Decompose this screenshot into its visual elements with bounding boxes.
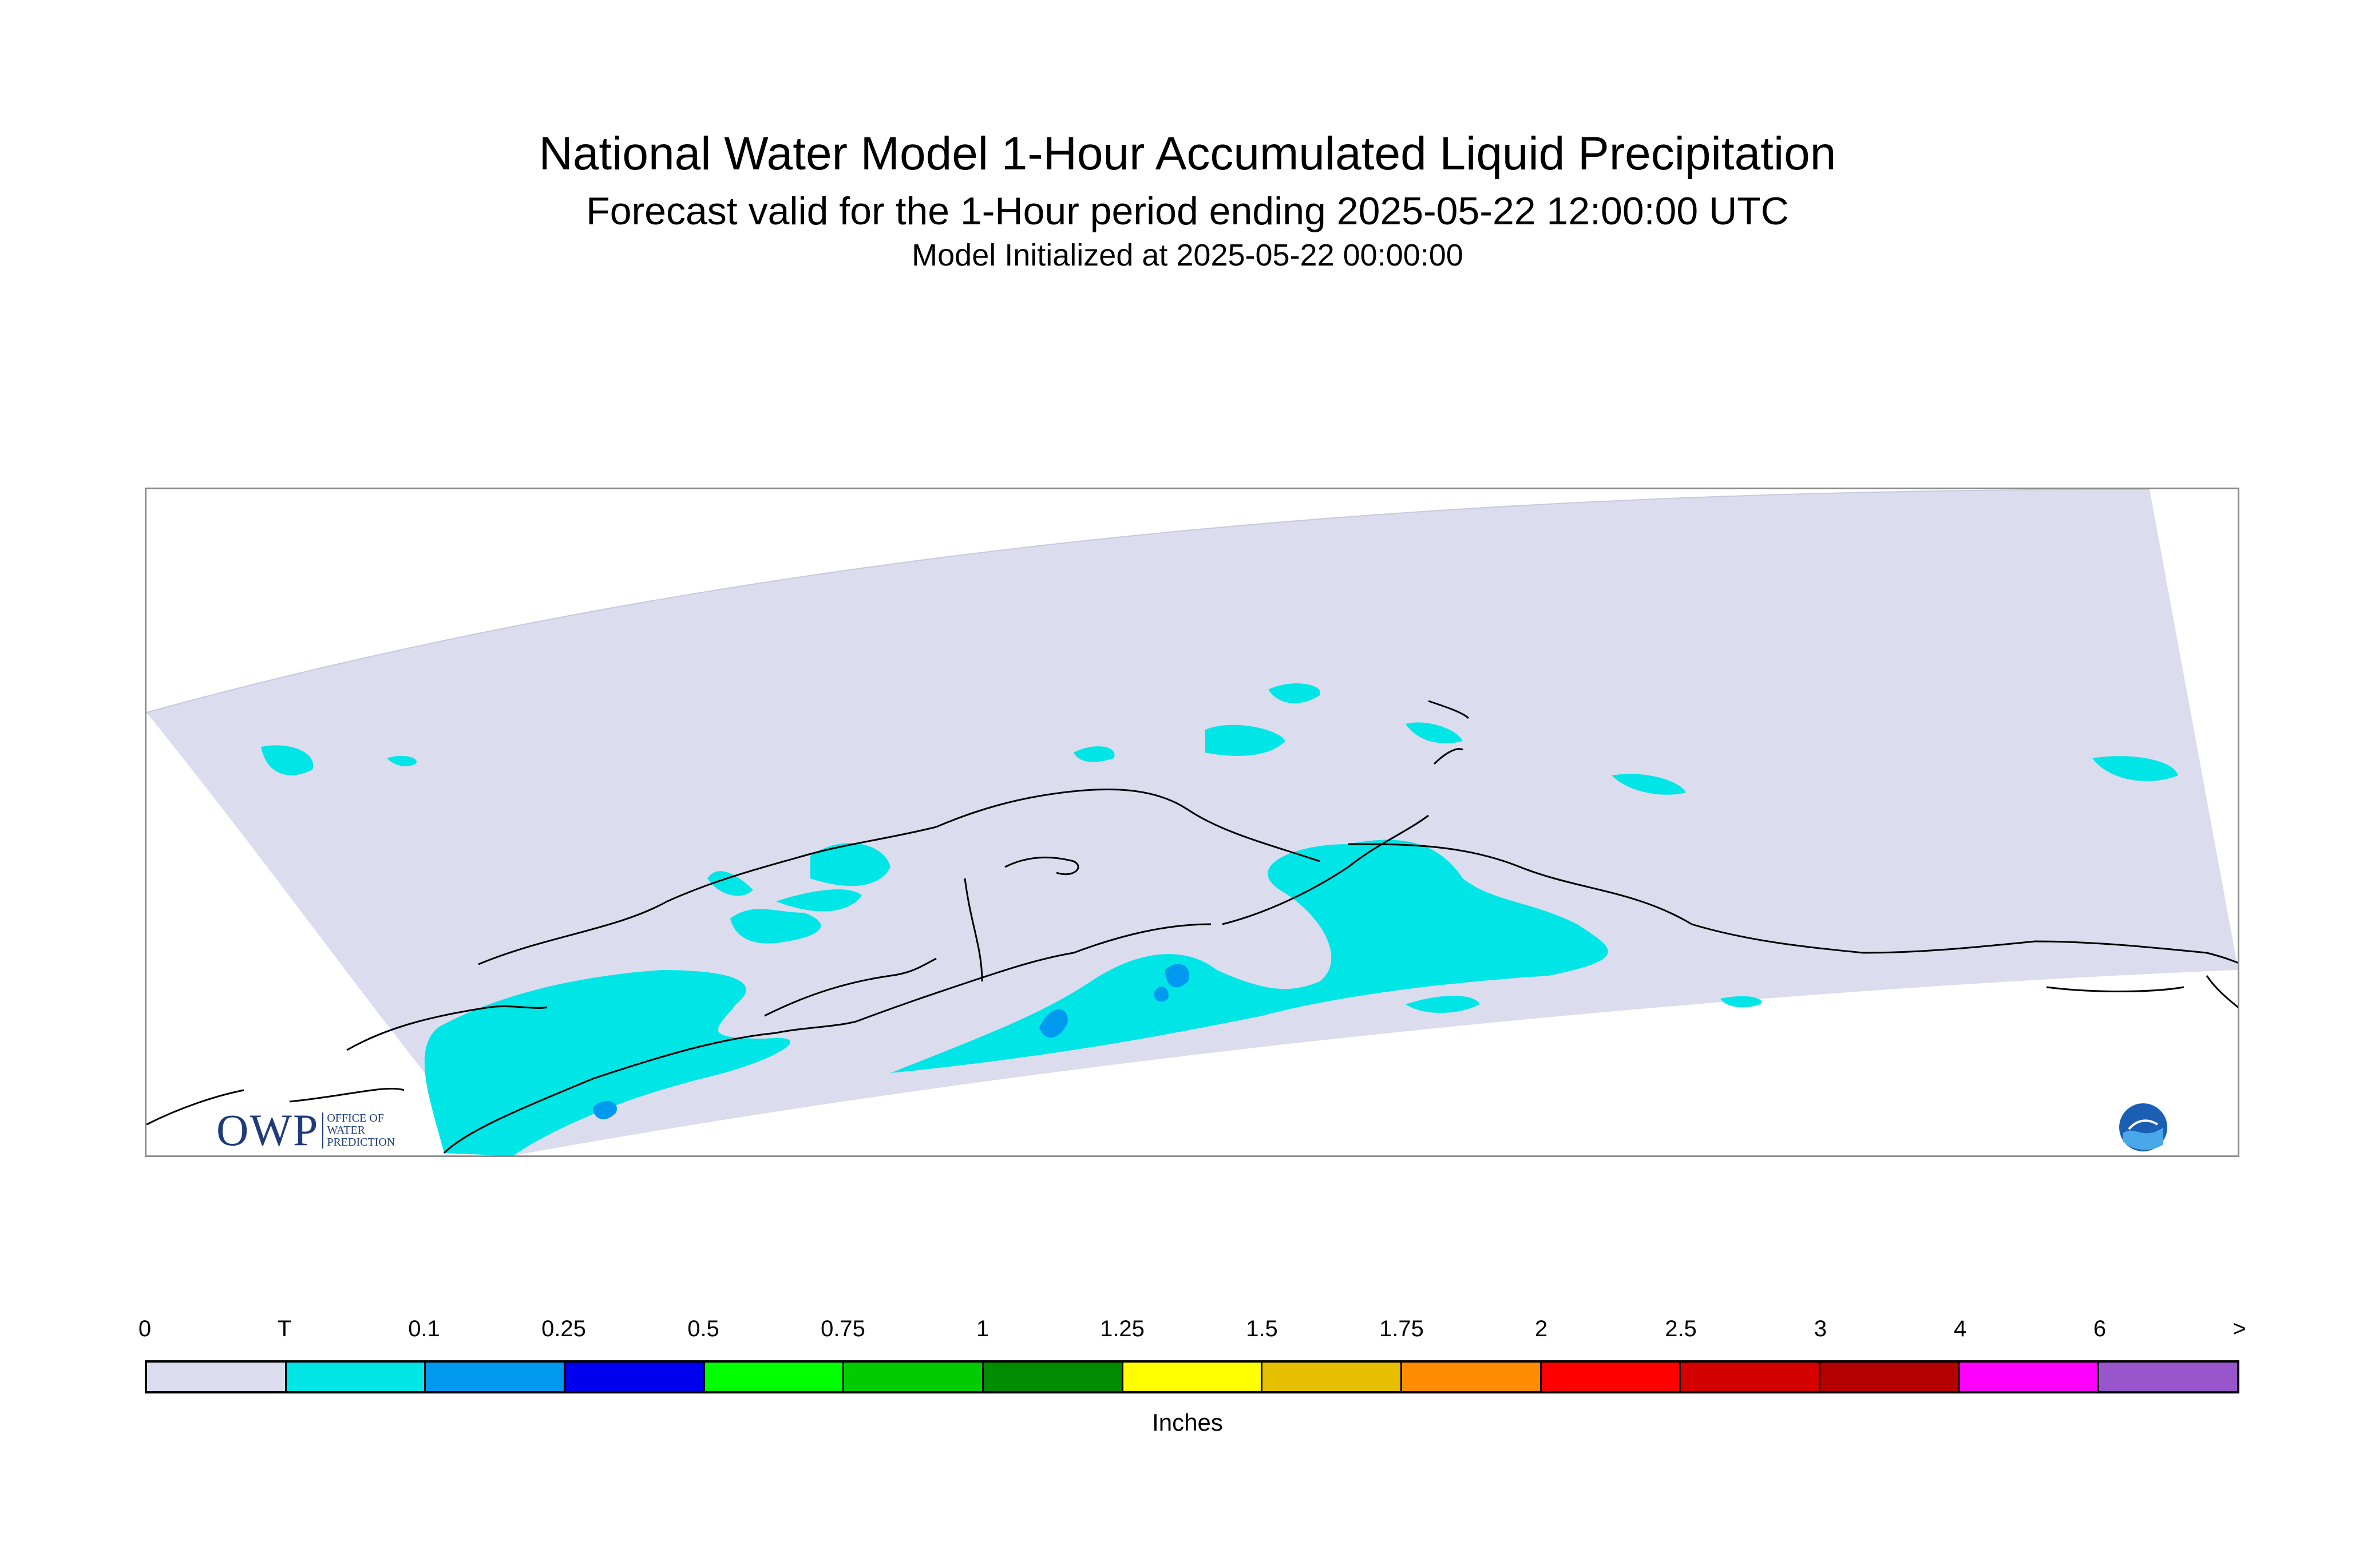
legend-tick-label: 1.25 xyxy=(1100,1316,1145,1341)
domain-outline xyxy=(147,489,2150,713)
legend-tick-label: 0.1 xyxy=(408,1316,440,1341)
noaa-logo-icon xyxy=(2119,1103,2167,1151)
precipitation-map xyxy=(145,488,2239,1157)
owp-logo-text: OWP xyxy=(216,1105,319,1155)
legend-swatch-5 xyxy=(844,1363,984,1391)
legend-tick-label: 1.5 xyxy=(1246,1316,1278,1341)
legend-swatch-14 xyxy=(2099,1363,2238,1391)
legend-tick-label: 2.5 xyxy=(1665,1316,1697,1341)
legend-swatch-10 xyxy=(1541,1363,1681,1391)
coastlines xyxy=(147,700,2238,1154)
legend-tick-label: 1.75 xyxy=(1379,1316,1424,1341)
legend-tick-label: 0.75 xyxy=(821,1316,865,1341)
legend-swatch-4 xyxy=(704,1363,845,1391)
precipitation-legend xyxy=(145,1360,2239,1393)
map-canvas xyxy=(147,489,2238,1155)
legend-swatch-12 xyxy=(1820,1363,1960,1391)
legend-swatch-9 xyxy=(1402,1363,1542,1391)
model-init-label: Model Initialized at 2025-05-22 00:00:00 xyxy=(912,238,1463,272)
owp-logo: OWP OFFICE OF WATER PREDICTION xyxy=(216,1104,395,1156)
legend-tick-label: T xyxy=(277,1316,292,1341)
legend-tick-label: 2 xyxy=(1534,1316,1548,1341)
precip-moderate-areas xyxy=(593,964,1189,1119)
legend-swatch-0 xyxy=(147,1363,287,1391)
legend-tick-label: 0.5 xyxy=(687,1316,719,1341)
legend-tick-label: 0.25 xyxy=(541,1316,586,1341)
legend-swatch-1 xyxy=(286,1363,426,1391)
legend-tick-label: 3 xyxy=(1814,1316,1827,1341)
legend-swatch-2 xyxy=(426,1363,566,1391)
legend-units-label: Inches xyxy=(1152,1409,1223,1436)
legend-swatch-3 xyxy=(565,1363,705,1391)
legend-swatch-7 xyxy=(1123,1363,1263,1391)
noaa-logo xyxy=(2117,1102,2169,1156)
legend-tick-label: 4 xyxy=(1953,1316,1967,1341)
legend-swatch-11 xyxy=(1681,1363,1821,1391)
precip-light-areas xyxy=(261,683,2178,1155)
legend-tick-label: 6 xyxy=(2093,1316,2107,1341)
map-subtitle: Forecast valid for the 1-Hour period end… xyxy=(586,189,1789,233)
legend-tick-label: 0 xyxy=(138,1316,152,1341)
map-title: National Water Model 1-Hour Accumulated … xyxy=(539,128,1836,180)
owp-logo-subtext: OFFICE OF WATER PREDICTION xyxy=(322,1112,395,1149)
legend-swatch-13 xyxy=(1960,1363,2100,1391)
legend-tick-label: 1 xyxy=(976,1316,989,1341)
legend-swatch-8 xyxy=(1262,1363,1403,1391)
legend-swatch-6 xyxy=(984,1363,1123,1391)
legend-tick-label: > xyxy=(2232,1316,2246,1341)
